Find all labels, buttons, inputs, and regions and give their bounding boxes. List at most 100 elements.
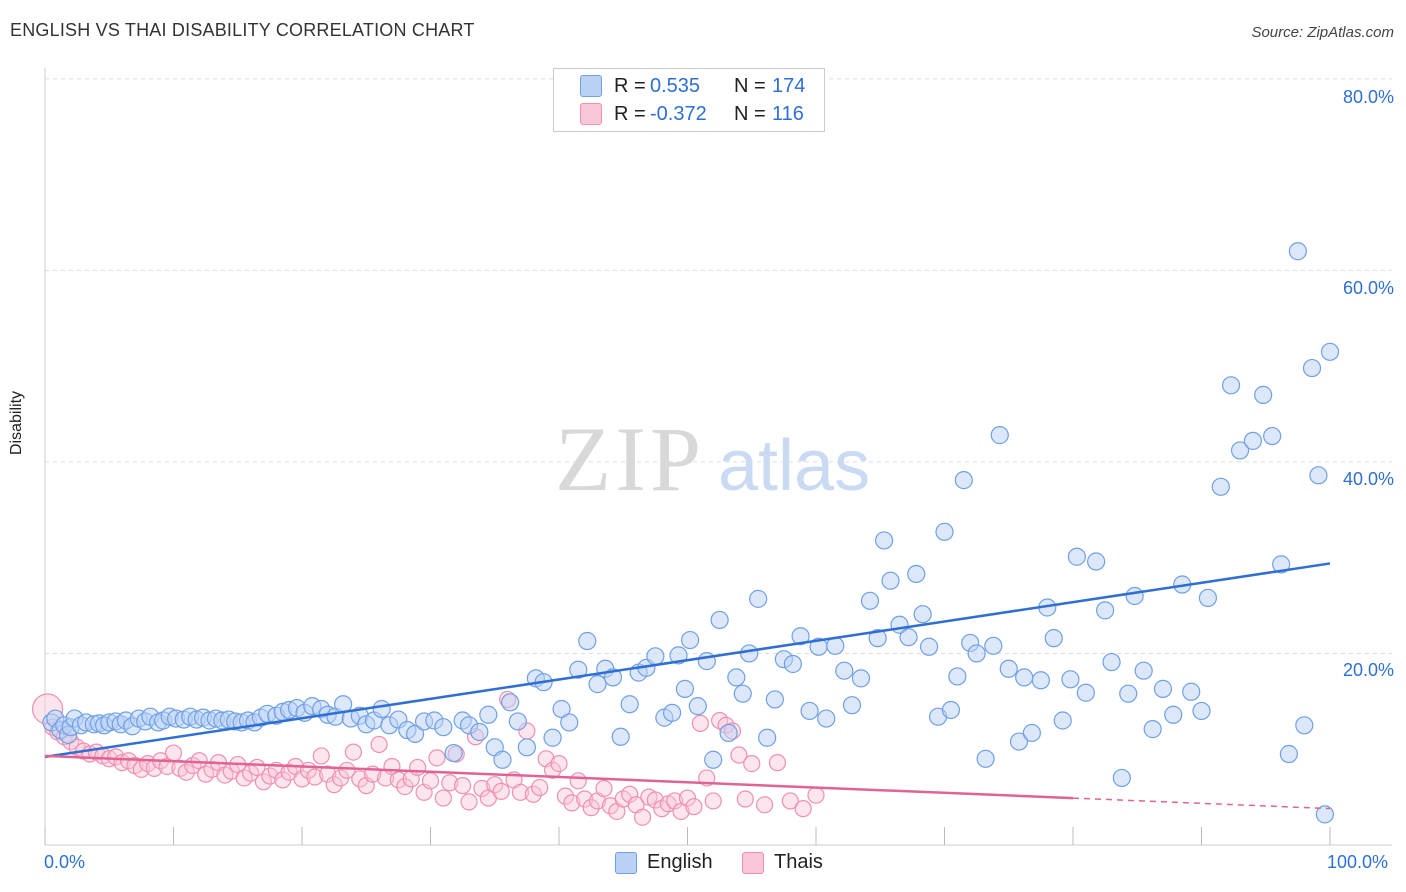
english-point [1112, 768, 1131, 788]
thais-point [306, 768, 324, 786]
y-tick-80: 80.0% [1342, 87, 1394, 107]
legend-thais[interactable]: Thais [742, 851, 823, 874]
thais-point [730, 746, 748, 764]
english-point [1076, 683, 1095, 702]
thais-point [409, 758, 427, 777]
english-point [791, 627, 810, 646]
thais-point [531, 778, 549, 797]
english-point [1263, 426, 1282, 446]
correlation-legend: R = 0.535 N = 174 R = -0.372 N = 116 [553, 68, 825, 132]
watermark: ZIP atlas [555, 408, 870, 510]
trendlines [44, 562, 1331, 810]
english-point [842, 696, 862, 715]
english-point [434, 718, 453, 737]
n-label: N = [734, 102, 766, 125]
thais-point [460, 793, 478, 811]
thais-point [794, 800, 812, 818]
english-point [740, 644, 759, 663]
english-point [704, 750, 723, 769]
english-point [1015, 668, 1034, 687]
english-point [680, 630, 700, 650]
english-point [941, 700, 961, 720]
english-point [835, 661, 854, 680]
watermark-atlas: atlas [718, 426, 870, 506]
thais-point [569, 772, 587, 790]
english-point [1230, 441, 1250, 460]
thais-point [454, 777, 472, 795]
thais-point [543, 761, 562, 779]
english-point [967, 644, 986, 663]
thais-point [441, 774, 459, 792]
thais-point [563, 794, 581, 812]
thais-swatch [580, 103, 602, 125]
thais-point [743, 754, 761, 773]
r-value: 0.535 [650, 74, 701, 97]
thais-point [351, 770, 369, 788]
axes [44, 68, 1392, 846]
thais-point [646, 791, 664, 809]
n-value: 174 [772, 74, 806, 97]
english-point [719, 723, 738, 743]
n-value: 116 [772, 102, 804, 125]
series-legend: English Thais [0, 851, 1406, 879]
thais-point [492, 782, 510, 800]
thais-point [550, 754, 568, 773]
thais-point [325, 776, 343, 794]
thais-point [164, 744, 183, 762]
english-point [727, 668, 746, 687]
english-points [42, 242, 1340, 824]
watermark-zip: ZIP [555, 408, 705, 510]
thais-trendline-extension [1072, 797, 1331, 810]
english-point [479, 705, 498, 724]
english-point [875, 531, 894, 550]
r-label: R = [614, 74, 646, 97]
english-point [881, 571, 900, 590]
english-point [1279, 744, 1298, 764]
english-point [868, 629, 887, 648]
y-tick-40: 40.0% [1342, 469, 1394, 489]
english-point [1153, 679, 1173, 698]
english-point [620, 695, 639, 714]
english-point [1309, 466, 1328, 485]
english-point [935, 522, 954, 541]
english-point [907, 564, 926, 584]
r-label: R = [614, 102, 646, 125]
english-point [444, 743, 463, 763]
english-point [675, 679, 695, 698]
english-point [1295, 716, 1314, 735]
english-point [710, 610, 729, 630]
y-tick-60: 60.0% [1342, 278, 1394, 298]
thais-point [428, 749, 446, 767]
english-point [1096, 601, 1115, 620]
english-point [569, 660, 588, 679]
english-point [1272, 555, 1291, 574]
english-point [1031, 671, 1050, 690]
thais-point [389, 771, 407, 789]
english-point [913, 605, 932, 624]
english-point [646, 647, 665, 666]
english-point [578, 631, 597, 651]
english-legend-swatch [615, 851, 637, 874]
english-point [948, 667, 967, 686]
english-point [1164, 705, 1183, 724]
english-point [1315, 805, 1334, 824]
legend-english-label: English [647, 851, 713, 873]
english-point [688, 697, 707, 716]
thais-point [338, 761, 356, 779]
english-point [611, 727, 630, 746]
english-point [1288, 242, 1307, 261]
legend-english[interactable]: English [615, 851, 713, 874]
english-point [1192, 701, 1211, 721]
english-point [758, 728, 777, 747]
source-label: Source: ZipAtlas.com [1251, 24, 1394, 41]
english-point [919, 637, 939, 656]
english-point [662, 703, 682, 722]
english-point [899, 628, 918, 647]
english-point [560, 713, 579, 732]
thais-point [421, 772, 440, 790]
english-point [800, 701, 819, 721]
thais-point [678, 789, 697, 807]
thais-point [312, 747, 330, 765]
thais-point [293, 770, 311, 788]
